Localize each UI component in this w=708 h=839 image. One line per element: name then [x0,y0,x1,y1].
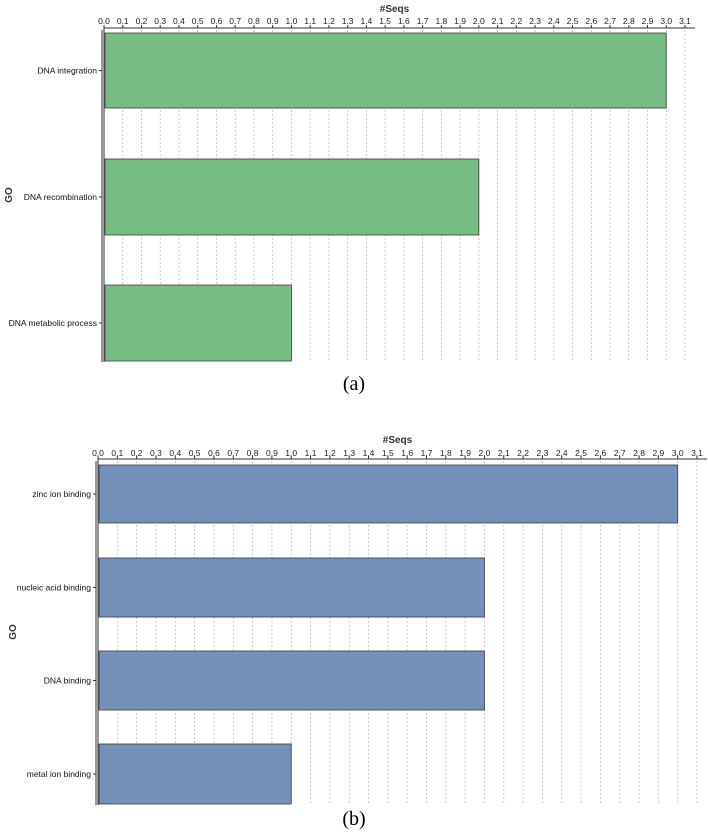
chart1-x-tick-label-26: 2.6 [594,448,606,458]
chart1-panel-label: (b) [342,808,365,830]
chart1-x-tick-label-6: 0.6 [208,448,220,458]
chart0-category-label-2: DNA metabolic process [9,318,97,328]
chart1-x-tick-label-29: 2.9 [652,448,664,458]
chart0-x-tick-label-21: 2.1 [492,16,504,26]
chart1-bar-2 [98,650,485,711]
chart1-x-tick-label-7: 0.7 [227,448,239,458]
chart0-x-tick-label-18: 1.8 [435,16,447,26]
chart1-x-tick-label-5: 0.5 [189,448,201,458]
chart0-x-tick-label-30: 3.0 [660,16,672,26]
chart0-bar-0 [104,32,667,109]
chart0-x-tick-label-17: 1.7 [417,16,429,26]
chart1-x-tick-label-9: 0.9 [266,448,278,458]
chart0-x-tick-label-31: 3.1 [679,16,691,26]
chart1-bar-1 [98,557,485,618]
chart0-x-tick-label-6: 0.6 [211,16,223,26]
chart1-x-tick-label-3: 0.3 [150,448,162,458]
chart0-x-tick-label-15: 1.5 [379,16,391,26]
chart0-x-tick-label-12: 1.2 [323,16,335,26]
chart0-x-tick-label-13: 1.3 [342,16,354,26]
chart0-x-tick-label-5: 0.5 [192,16,204,26]
chart1-x-tick-label-18: 1.8 [440,448,452,458]
chart1-x-tick-label-2: 0.2 [131,448,143,458]
chart0-x-tick-label-16: 1.6 [398,16,410,26]
chart0-x-tick-label-20: 2.0 [473,16,485,26]
chart0-x-tick-label-9: 0.9 [267,16,279,26]
chart1-x-tick-label-27: 2.7 [614,448,626,458]
chart0-panel-label: (a) [343,373,365,395]
chart1-category-label-2: DNA binding [44,676,92,686]
chart1-x-tick-label-15: 1.5 [382,448,394,458]
chart1-x-tick-label-22: 2.2 [517,448,529,458]
chart0-x-tick-label-1: 0.1 [117,16,129,26]
chart0-x-tick-label-10: 1.0 [286,16,298,26]
chart1-x-tick-label-10: 1.0 [285,448,297,458]
chart0-x-tick-label-26: 2.6 [585,16,597,26]
chart0-x-tick-label-14: 1.4 [360,16,372,26]
chart1-x-tick-label-28: 2.8 [633,448,645,458]
chart1-x-tick-label-13: 1.3 [343,448,355,458]
chart1-x-tick-label-30: 3.0 [672,448,684,458]
chart0-x-tick-label-24: 2.4 [548,16,560,26]
chart1-x-tick-label-25: 2.5 [575,448,587,458]
chart0-x-tick-label-11: 1.1 [304,16,316,26]
chart1-x-axis-title: #Seqs [383,435,413,446]
chart1-x-tick-label-14: 1.4 [363,448,375,458]
chart1-x-tick-label-23: 2.3 [537,448,549,458]
chart-panel-b: 0.0 0.1 0.2 0.3 0.4 0.5 0.6 0.7 0.8 0.9 1.0 1.1 1.2 1… [8,435,707,830]
chart1-x-tick-label-12: 1.2 [324,448,336,458]
chart1-x-tick-label-0: 0.0 [92,448,104,458]
chart0-x-axis-title: #Seqs [380,4,410,15]
chart1-category-label-3: metal ion binding [27,769,92,779]
chart1-x-tick-label-20: 2.0 [479,448,491,458]
chart0-x-tick-label-3: 0.3 [154,16,166,26]
chart1-x-tick-label-11: 1.1 [305,448,317,458]
chart1-x-tick-label-21: 2.1 [498,448,510,458]
chart1-y-axis-title: GO [8,624,19,640]
chart1-category-label-0: zinc ion binding [32,489,91,499]
chart0-x-tick-label-19: 1.9 [454,16,466,26]
chart0-x-tick-label-4: 0.4 [173,16,185,26]
chart1-x-tick-label-16: 1.6 [401,448,413,458]
chart0-bar-2 [104,284,292,362]
chart1-x-tick-label-17: 1.7 [421,448,433,458]
chart0-x-tick-label-23: 2.3 [529,16,541,26]
chart0-x-tick-label-2: 0.2 [136,16,148,26]
chart0-x-tick-label-29: 2.9 [642,16,654,26]
chart1-x-tick-label-4: 0.4 [169,448,181,458]
chart1-x-tick-label-19: 1.9 [459,448,471,458]
chart0-bar-1 [104,158,480,236]
chart0-x-tick-label-8: 0.8 [248,16,260,26]
chart0-x-tick-label-22: 2.2 [510,16,522,26]
chart0-x-tick-label-27: 2.7 [604,16,616,26]
chart1-x-tick-label-1: 0.1 [111,448,123,458]
chart1-bar-0 [98,464,679,524]
chart1-category-label-1: nucleic acid binding [17,583,91,593]
chart0-x-tick-label-7: 0.7 [229,16,241,26]
chart0-category-label-0: DNA integration [37,66,97,76]
chart1-x-tick-label-24: 2.4 [556,448,568,458]
chart1-bar-3 [98,743,292,805]
chart1-x-tick-label-31: 3.1 [691,448,703,458]
chart0-x-tick-label-28: 2.8 [623,16,635,26]
chart1-x-tick-label-8: 0.8 [247,448,259,458]
chart0-x-tick-label-0: 0.0 [98,16,110,26]
chart0-y-axis-title: GO [4,187,15,203]
chart0-x-tick-label-25: 2.5 [567,16,579,26]
chart-panel-a: 0.0 0.1 0.2 0.3 0.4 0.5 0.6 0.7 0.8 0.9 1.0 1.1 1.2 1… [4,4,695,395]
chart0-category-label-1: DNA recombination [24,192,98,202]
